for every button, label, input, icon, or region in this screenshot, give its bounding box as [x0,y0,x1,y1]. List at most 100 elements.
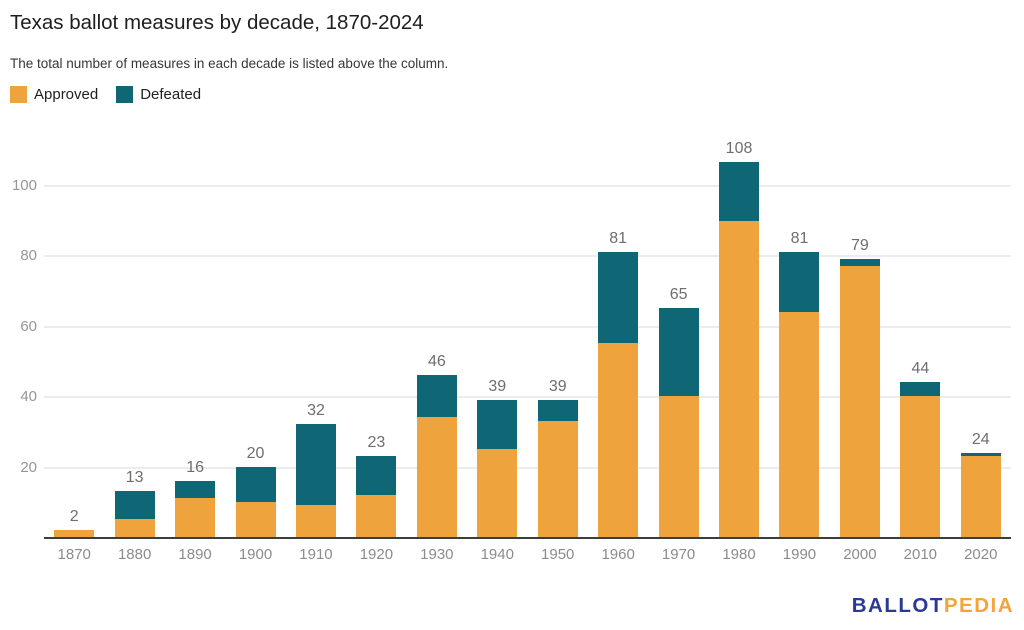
bar-total-label-1880: 13 [125,469,144,487]
bar-1990[interactable]: 81 [769,140,829,537]
bar-total-label-2010: 44 [911,360,930,378]
bar-segment-defeated-1900[interactable] [235,466,276,502]
bar-segment-defeated-1980[interactable] [719,162,760,222]
bar-segment-defeated-1920[interactable] [356,456,397,495]
bar-total-label-1960: 81 [609,229,628,247]
gridline-20 [44,466,1011,469]
ballotpedia-logo-ballot: BALLOT [851,594,944,617]
bar-2000[interactable]: 79 [830,140,890,537]
bar-segment-defeated-1970[interactable] [658,308,699,397]
bar-segment-approved-1960[interactable] [598,343,639,537]
bar-total-label-1870: 2 [69,507,79,525]
bar-1980[interactable]: 108 [709,140,769,537]
bar-segment-approved-1950[interactable] [537,420,578,537]
bar-1970[interactable]: 65 [648,140,708,537]
bar-segment-approved-2020[interactable] [960,456,1001,537]
legend-label: Defeated [140,86,202,103]
bar-segment-defeated-1960[interactable] [598,251,639,344]
bar-2020[interactable]: 24 [951,140,1011,537]
bar-segment-defeated-1930[interactable] [416,375,457,418]
bar-segment-approved-1920[interactable] [356,494,397,537]
bar-segment-approved-1940[interactable] [477,449,518,537]
x-tick-label-1940: 1940 [480,546,514,563]
bar-1910[interactable]: 32 [286,140,346,537]
chart-title: Texas ballot measures by decade, 1870-20… [10,11,424,34]
bar-segment-approved-1910[interactable] [295,505,336,537]
bar-segment-approved-1900[interactable] [235,501,276,537]
chart-legend: Approved Defeated [10,86,201,103]
x-tick-label-1870: 1870 [57,546,91,563]
bar-segment-approved-1880[interactable] [114,519,155,537]
bar-1880[interactable]: 13 [104,140,164,537]
x-axis-line [44,537,1011,539]
x-tick-label-1970: 1970 [661,546,696,563]
bar-segment-defeated-1950[interactable] [537,399,578,421]
x-tick-label-1930: 1930 [420,546,454,563]
bar-1950[interactable]: 39 [528,140,588,537]
bar-total-label-1920: 23 [367,434,386,452]
bar-1890[interactable]: 16 [165,140,225,537]
bar-segment-defeated-1990[interactable] [779,251,820,312]
bar-segment-approved-1930[interactable] [416,417,457,537]
bar-total-label-1950: 39 [548,377,567,395]
legend-item-approved[interactable]: Approved [10,86,98,103]
bar-1930[interactable]: 46 [407,140,467,537]
bar-total-label-1910: 32 [307,402,325,420]
bar-segment-defeated-2010[interactable] [900,382,941,397]
bar-total-label-1890: 16 [186,458,204,476]
x-tick-label-1880: 1880 [117,546,152,563]
x-tick-label-1920: 1920 [359,546,394,563]
bar-segment-approved-2010[interactable] [900,396,941,537]
bar-total-label-1900: 20 [246,444,265,462]
bar-segment-approved-1890[interactable] [175,498,216,537]
x-tick-label-1980: 1980 [722,546,756,563]
gridline-100 [44,185,1011,187]
y-tick-label-100: 100 [11,177,37,194]
x-axis-labels: 1870 1880 1890 1900 1910 1920 1930 1940 1950 1960… [44,546,1011,563]
bar-segment-approved-2000[interactable] [839,265,880,537]
bar-segment-approved-1990[interactable] [779,311,820,537]
bar-total-label-1940: 39 [488,377,507,395]
bar-1920[interactable]: 23 [346,140,406,537]
x-tick-label-2020: 2020 [964,546,998,563]
bar-1870[interactable]: 2 [44,140,104,537]
bar-segment-defeated-1910[interactable] [295,424,336,506]
gridline-40 [44,396,1011,399]
legend-item-defeated[interactable]: Defeated [116,86,201,103]
bar-segment-approved-1980[interactable] [719,221,760,537]
bar-total-label-1990: 81 [790,229,809,247]
bar-total-label-1980: 108 [725,140,753,157]
y-tick-label-40: 40 [20,388,37,406]
y-tick-label-80: 80 [20,247,37,265]
bar-total-label-2020: 24 [971,430,990,448]
bar-1940[interactable]: 39 [467,140,527,537]
plot-gridlines [44,140,1011,538]
bar-segment-approved-1970[interactable] [658,396,699,537]
ballotpedia-logo: BALLOTPEDIA [852,594,1014,618]
bar-segment-defeated-1890[interactable] [175,480,216,499]
y-axis-labels: 20 40 60 80 100 [0,140,37,538]
bar-1960[interactable]: 81 [588,140,648,537]
defeated-swatch-icon [116,86,134,103]
bar-2010[interactable]: 44 [890,140,950,537]
x-tick-label-1900: 1900 [238,546,273,563]
bar-segment-defeated-1940[interactable] [477,399,518,449]
bar-segment-defeated-1880[interactable] [114,491,155,520]
bar-1900[interactable]: 20 [225,140,285,537]
x-tick-label-1960: 1960 [601,546,635,563]
bar-segment-approved-1870[interactable] [54,529,95,537]
y-tick-label-60: 60 [20,317,37,335]
bar-segment-defeated-2000[interactable] [839,258,880,266]
ballotpedia-logo-pedia: PEDIA [943,594,1014,617]
gridline-80 [44,255,1011,258]
gridline-60 [44,325,1011,328]
x-tick-label-1950: 1950 [541,546,575,563]
x-tick-label-2010: 2010 [903,546,938,563]
bar-series: 2 13 16 20 32 23 46 39 39 81 65 108 81 79 44 24 [44,140,1011,537]
x-tick-label-1890: 1890 [178,546,212,563]
bar-total-label-2000: 79 [851,236,869,254]
chart-subtitle: The total number of measures in each dec… [10,56,449,71]
y-tick-label-20: 20 [20,458,37,476]
x-tick-label-1990: 1990 [782,546,817,563]
bar-segment-defeated-2020[interactable] [960,452,1001,457]
